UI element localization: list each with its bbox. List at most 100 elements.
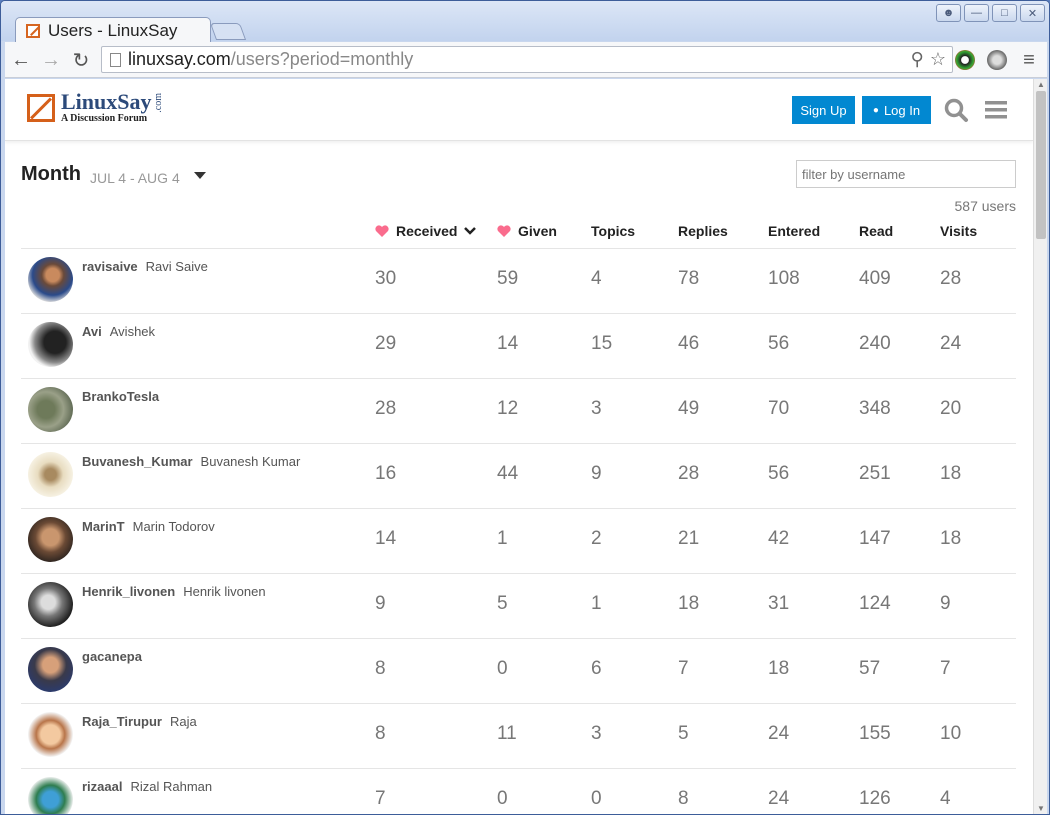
avatar[interactable]	[28, 257, 73, 302]
scroll-up-arrow-icon[interactable]: ▲	[1037, 80, 1045, 89]
sort-chevron-down-icon[interactable]	[464, 226, 477, 236]
log-in-button[interactable]: ● Log In	[862, 96, 931, 124]
topics-value: 15	[591, 333, 613, 354]
username-link[interactable]: MarinT	[82, 519, 125, 534]
username-link[interactable]: Henrik_livonen	[82, 584, 176, 599]
read-value: 348	[859, 398, 891, 419]
received-value: 16	[375, 463, 397, 484]
username-link[interactable]: rizaaal	[82, 779, 123, 794]
read-value: 57	[859, 658, 881, 679]
period-dropdown-caret-icon[interactable]	[194, 172, 206, 179]
table-row: rizaaal Rizal Rahman 7 0 0 8 24 126 4	[21, 769, 1016, 814]
page-content: LinuxSay A Discussion Forum .com Sign Up…	[5, 79, 1033, 814]
column-label: Visits	[940, 223, 978, 239]
scroll-thumb[interactable]	[1036, 91, 1046, 239]
column-given[interactable]: Given	[497, 223, 557, 239]
column-entered[interactable]: Entered	[768, 223, 820, 239]
users-table: ravisaive Ravi Saive 30 59 4 78 108 409 2…	[21, 249, 1016, 814]
search-icon[interactable]	[943, 97, 969, 123]
column-label: Entered	[768, 223, 821, 239]
full-name: Ravi Saive	[145, 259, 208, 274]
avatar[interactable]	[28, 517, 73, 562]
column-read[interactable]: Read	[859, 223, 893, 239]
username-link[interactable]: Buvanesh_Kumar	[82, 454, 193, 469]
window-controls: ☻ — □ ✕	[936, 4, 1045, 22]
username-link[interactable]: BrankoTesla	[82, 389, 160, 404]
maximize-button[interactable]: □	[992, 4, 1017, 22]
logo-name: LinuxSay	[61, 89, 152, 114]
column-label: Read	[859, 223, 894, 239]
username-link[interactable]: gacanepa	[82, 649, 142, 664]
sign-up-button[interactable]: Sign Up	[792, 96, 855, 124]
table-row: Avi Avishek 29 14 15 46 56 240 24	[21, 314, 1016, 379]
date-range[interactable]: JUL 4 - AUG 4	[90, 170, 180, 186]
visits-value: 7	[940, 658, 951, 679]
visits-value: 28	[940, 268, 962, 289]
scroll-down-arrow-icon[interactable]: ▼	[1037, 804, 1045, 813]
period-title[interactable]: Month	[21, 163, 81, 185]
replies-value: 49	[678, 398, 700, 419]
table-row: Raja_Tirupur Raja 8 11 3 5 24 155 10	[21, 704, 1016, 769]
column-received[interactable]: Received	[375, 223, 477, 239]
avatar[interactable]	[28, 387, 73, 432]
entered-value: 70	[768, 398, 790, 419]
new-tab-button[interactable]	[209, 23, 247, 40]
url-path: /users?period=monthly	[230, 49, 414, 69]
given-value: 0	[497, 658, 508, 679]
entered-value: 24	[768, 788, 790, 809]
full-name: Buvanesh Kumar	[200, 454, 301, 469]
user-profile-icon[interactable]: ☻	[936, 4, 961, 22]
close-button[interactable]: ✕	[1020, 4, 1045, 22]
avatar[interactable]	[28, 777, 73, 814]
log-in-label: Log In	[883, 102, 921, 118]
replies-value: 78	[678, 268, 700, 289]
given-value: 1	[497, 528, 508, 549]
bookmark-star-icon[interactable]: ☆	[929, 49, 946, 69]
avatar[interactable]	[28, 647, 73, 692]
column-topics[interactable]: Topics	[591, 223, 635, 239]
given-value: 0	[497, 788, 508, 809]
avatar[interactable]	[28, 712, 73, 757]
address-bar[interactable]: linuxsay.com/users?period=monthly ⚲ ☆	[101, 46, 953, 73]
back-arrow-icon[interactable]: ←	[11, 48, 31, 71]
full-name: Marin Todorov	[132, 519, 215, 534]
avatar[interactable]	[28, 452, 73, 497]
hamburger-menu-icon[interactable]	[983, 97, 1009, 123]
url-host: linuxsay.com	[128, 49, 231, 69]
menu-icon[interactable]: ≡	[1023, 48, 1035, 71]
column-replies[interactable]: Replies	[678, 223, 728, 239]
username-link[interactable]: Avi	[82, 324, 102, 339]
read-value: 147	[859, 528, 891, 549]
browser-tab[interactable]: Users - LinuxSay	[15, 17, 211, 43]
given-value: 12	[497, 398, 519, 419]
extension-film-icon[interactable]	[987, 50, 1007, 70]
column-visits[interactable]: Visits	[940, 223, 977, 239]
replies-value: 5	[678, 723, 689, 744]
avatar[interactable]	[28, 582, 73, 627]
key-icon[interactable]: ⚲	[910, 49, 924, 69]
favicon-icon	[26, 23, 40, 38]
extension-color-icon[interactable]	[955, 50, 975, 70]
site-logo[interactable]: LinuxSay A Discussion Forum .com	[27, 91, 164, 124]
given-value: 44	[497, 463, 519, 484]
logo-mark-icon	[27, 94, 55, 122]
table-row: MarinT Marin Todorov 14 1 2 21 42 147 18	[21, 509, 1016, 574]
forward-arrow-icon[interactable]: →	[41, 48, 61, 71]
avatar[interactable]	[28, 322, 73, 367]
topics-value: 4	[591, 268, 602, 289]
username-filter-input[interactable]	[796, 160, 1016, 188]
vertical-scrollbar[interactable]: ▲ ▼	[1033, 79, 1047, 814]
reload-icon[interactable]: ↻	[72, 49, 90, 72]
read-value: 124	[859, 593, 891, 614]
topics-value: 3	[591, 398, 602, 419]
received-value: 7	[375, 788, 386, 809]
minimize-button[interactable]: —	[964, 4, 989, 22]
username-link[interactable]: ravisaive	[82, 259, 138, 274]
topics-value: 2	[591, 528, 602, 549]
read-value: 251	[859, 463, 891, 484]
heart-icon	[497, 225, 511, 237]
username-link[interactable]: Raja_Tirupur	[82, 714, 162, 729]
table-row: Henrik_livonen Henrik livonen 9 5 1 18 31…	[21, 574, 1016, 639]
given-value: 11	[497, 723, 517, 744]
